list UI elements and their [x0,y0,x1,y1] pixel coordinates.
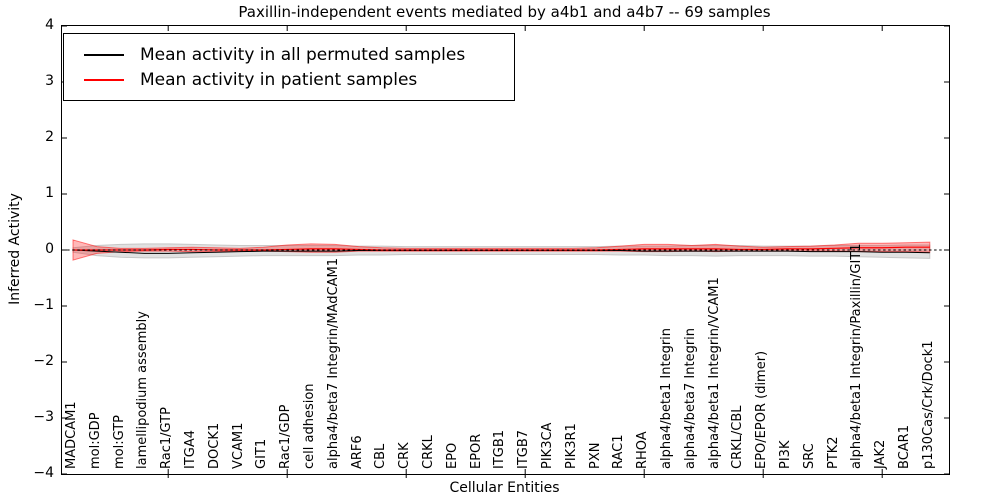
legend-label-permuted: Mean activity in all permuted samples [140,44,466,65]
x-category-label: GIT1 [254,438,270,469]
y-tick-label: 2 [45,129,54,145]
y-tick-label: 1 [45,185,54,201]
x-category-label: ITGB7 [516,429,532,469]
x-category-label: alpha4/beta7 Integrin [682,327,698,469]
x-category-label: DOCK1 [206,422,222,469]
x-category-label: mol:GDP [87,412,103,469]
x-category-label: Rac1/GTP [159,407,175,469]
chart-title: Paxillin-independent events mediated by … [238,3,771,21]
x-category-label: PIK3R1 [563,423,579,469]
x-category-label: Rac1/GDP [278,404,294,469]
permuted-line-sample-icon [84,53,124,56]
x-category-label: VCAM1 [230,422,246,469]
x-category-label: SRC [801,443,817,469]
legend-entry-patient: Mean activity in patient samples [78,67,508,92]
plot-canvas [62,25,949,478]
x-category-label: PXN [587,442,603,469]
x-category-label: EPO/EPOR (dimer) [754,350,770,469]
x-category-label: EPOR [468,433,484,469]
x-category-label: CRKL/CBL [730,405,746,470]
y-tick-label: −2 [33,353,54,369]
x-category-label: alpha4/beta1 Integrin/VCAM1 [706,277,722,469]
y-tick-label: −4 [33,465,54,481]
x-category-label: PI3K [778,440,793,469]
legend-label-patient: Mean activity in patient samples [140,69,418,90]
x-category-label: alpha4/beta7 Integrin/MAdCAM1 [325,258,341,469]
x-category-label: alpha4/beta1 Integrin/Paxillin/GIT1 [849,243,865,469]
x-category-label: alpha4/beta1 Integrin [659,327,674,469]
x-category-label: PTK2 [825,436,841,469]
y-tick-label: −3 [33,409,54,425]
x-category-label: CBL [373,443,389,469]
x-category-label: CRKL [421,435,436,469]
x-category-label: p130Cas/Crk/Dock1 [920,340,936,469]
x-category-label: mol:GTP [111,415,127,469]
x-category-label: PIK3CA [540,422,555,469]
x-category-label: lamellipodium assembly [135,311,151,469]
legend-box: Mean activity in all permuted samples Me… [63,33,515,101]
legend-entry-permuted: Mean activity in all permuted samples [78,42,508,67]
x-axis-label: Cellular Entities [449,480,560,496]
y-tick-label: −1 [33,297,54,313]
patient-line-sample-icon [84,78,124,81]
x-category-label: BCAR1 [897,425,912,469]
x-category-label: JAK2 [873,439,889,469]
x-category-label: ITGA4 [183,429,198,469]
y-tick-label: 0 [45,241,54,257]
y-tick-label: 3 [45,73,54,89]
x-category-label: RHOA [635,431,651,469]
x-category-label: cell adhesion [302,383,317,469]
x-category-label: CRK [397,442,413,469]
x-category-label: EPO [444,442,460,469]
x-category-label: MADCAM1 [64,401,79,469]
x-category-label: ARF6 [349,435,365,469]
x-category-label: RAC1 [611,434,627,469]
x-category-label: ITGB1 [492,429,508,469]
y-tick-label: 4 [45,17,54,33]
